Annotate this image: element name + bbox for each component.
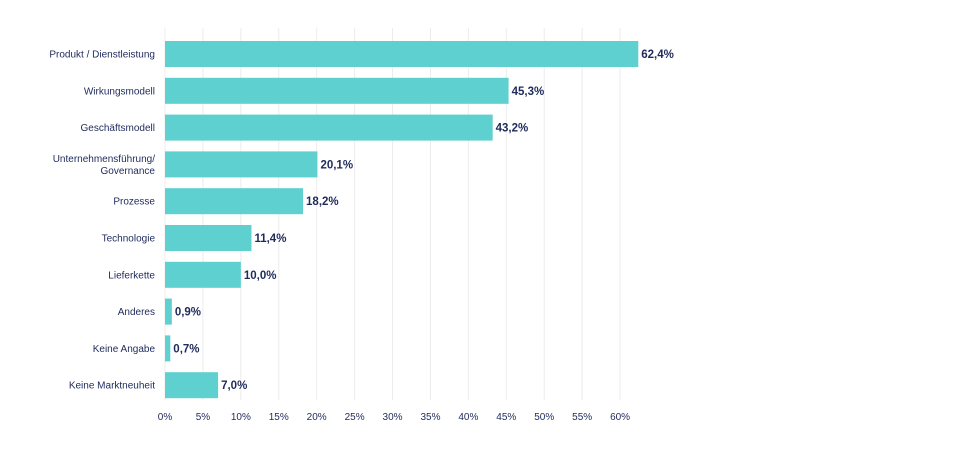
category-label: Anderes (118, 307, 155, 318)
value-label: 45,3% (512, 86, 545, 98)
category-label: Lieferkette (108, 270, 155, 281)
bar (165, 372, 219, 399)
x-tick-label: 15% (269, 412, 289, 423)
bar (165, 188, 304, 215)
value-label: 20,1% (320, 159, 353, 171)
category-label: Keine Marktneuheit (69, 381, 155, 392)
x-tick-label: 50% (534, 412, 554, 423)
x-tick-label: 40% (458, 412, 478, 423)
x-tick-label: 60% (610, 412, 630, 423)
x-tick-label: 10% (231, 412, 251, 423)
value-label: 0,9% (175, 307, 201, 319)
bar (165, 77, 509, 104)
bar (165, 335, 171, 362)
value-label: 62,4% (641, 49, 674, 61)
category-label: Wirkungsmodell (84, 86, 155, 97)
bar (165, 298, 172, 325)
x-tick-label: 55% (572, 412, 592, 423)
category-label: Prozesse (113, 197, 155, 208)
category-label: Technologie (102, 234, 156, 245)
x-tick-label: 35% (420, 412, 440, 423)
value-label: 11,4% (254, 233, 286, 245)
category-label: Unternehmensführung/Governance (53, 154, 156, 177)
value-label: 10,0% (244, 270, 277, 282)
x-tick-label: 30% (383, 412, 403, 423)
category-label: Keine Angabe (93, 344, 156, 355)
bar (165, 225, 252, 251)
value-label: 0,7% (173, 343, 199, 355)
x-tick-label: 25% (345, 412, 365, 423)
x-tick-label: 0% (158, 412, 173, 423)
bar (165, 261, 241, 288)
value-label: 18,2% (306, 196, 339, 208)
value-label: 43,2% (496, 123, 529, 135)
bar (165, 151, 318, 178)
value-label: 7,0% (221, 380, 247, 392)
category-label: Produkt / Dienstleistung (49, 50, 155, 61)
bar-layer (165, 41, 639, 399)
label-layer: Produkt / Dienstleistung 62,4% Wirkungsmod… (49, 49, 674, 392)
x-tick-label: 20% (307, 412, 327, 423)
x-tick-label: 45% (496, 412, 516, 423)
category-label: Geschäftsmodell (81, 123, 155, 134)
x-tick-label: 5% (196, 412, 211, 423)
bar (165, 114, 493, 141)
bar (165, 41, 639, 67)
x-axis: 0% 5% 10% 15% 20% 25% 30% 35% 40% 45% 50% 55% 60% (158, 412, 630, 423)
